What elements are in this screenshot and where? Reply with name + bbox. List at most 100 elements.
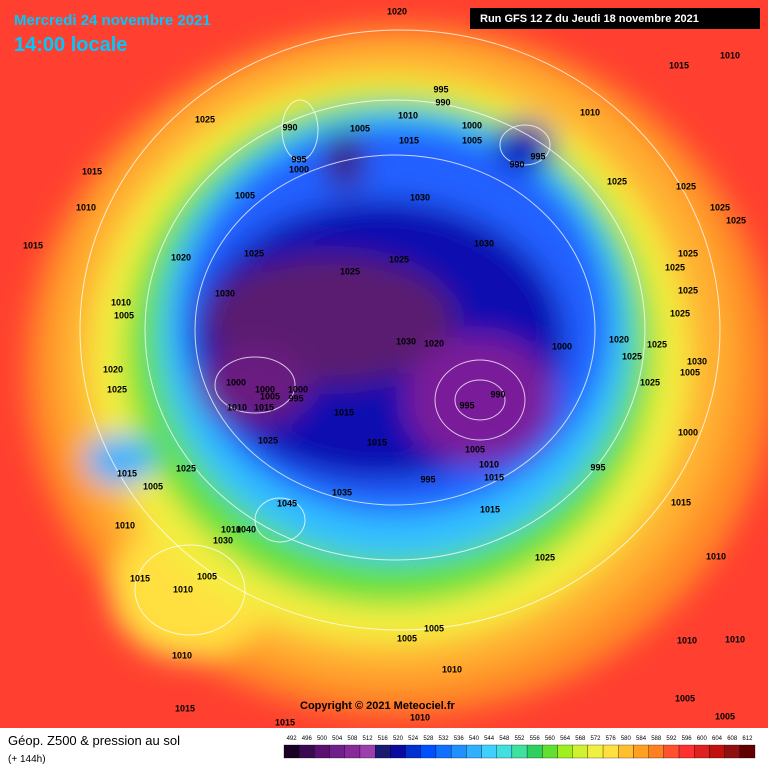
colorbar-swatch xyxy=(420,744,437,759)
isobar-label: 1010 xyxy=(720,50,740,60)
colorbar-label: 596 xyxy=(682,736,693,742)
isobar-label: 1025 xyxy=(710,202,730,212)
isobar-label: 1010 xyxy=(111,297,131,307)
colorbar-swatch xyxy=(709,744,725,759)
isobar-label: 1010 xyxy=(398,110,418,120)
colorbar-swatch xyxy=(344,744,361,759)
footer-lead: (+ 144h) xyxy=(8,754,46,765)
colorbar-label: 492 xyxy=(287,736,298,742)
isobar-label: 1000 xyxy=(552,341,572,351)
isobar-label: 1020 xyxy=(387,6,407,16)
isobar-label: 1025 xyxy=(195,114,215,124)
date: Mercredi 24 novembre 2021 xyxy=(14,12,211,29)
isobar-label: 995 xyxy=(530,151,545,161)
colorbar-swatch xyxy=(466,744,482,759)
isobar-label: 1025 xyxy=(678,248,698,258)
isobar-label: 1015 xyxy=(82,166,102,176)
colorbar-label: 592 xyxy=(666,736,677,742)
colorbar-label: 572 xyxy=(590,736,601,742)
colorbar-label: 524 xyxy=(408,736,419,742)
isobar-label: 1000 xyxy=(289,164,309,174)
isobar-label: 1010 xyxy=(410,712,430,722)
isobar-label: 1015 xyxy=(669,60,689,70)
isobar-label: 1015 xyxy=(399,135,419,145)
colorbar-swatch xyxy=(314,744,330,759)
isobar-label: 995 xyxy=(291,154,306,164)
isobar-label: 1015 xyxy=(480,504,500,514)
colorbar-label: 612 xyxy=(742,736,753,742)
isobar-label: 1025 xyxy=(640,377,660,387)
colorbar-swatch xyxy=(511,744,528,759)
isobar-label: 1020 xyxy=(103,364,123,374)
isobar-label: 1005 xyxy=(462,135,482,145)
isobar-label: 1005 xyxy=(197,571,217,581)
colorbar-label: 548 xyxy=(499,736,510,742)
colorbar-swatch xyxy=(299,744,315,759)
isobar-label: 1010 xyxy=(725,634,745,644)
colorbar-swatch xyxy=(572,744,589,759)
colorbar-swatch xyxy=(435,744,452,759)
isobar-label: 1015 xyxy=(484,472,504,482)
colorbar-label: 508 xyxy=(347,736,358,742)
isobar-label: 1035 xyxy=(332,487,352,497)
isobar-label: 1025 xyxy=(678,285,698,295)
colorbar-label: 536 xyxy=(454,736,465,742)
colorbar-label: 588 xyxy=(651,736,662,742)
isobar-label: 1010 xyxy=(172,650,192,660)
colorbar-label: 512 xyxy=(363,736,374,742)
colorbar-swatch xyxy=(283,744,300,759)
colorbar-swatch xyxy=(526,744,543,759)
run-box xyxy=(470,8,760,29)
isobar-label: 995 xyxy=(288,393,303,403)
isobar-label: 1015 xyxy=(367,437,387,447)
isobar-label: 1025 xyxy=(622,351,642,361)
colorbar-swatch xyxy=(359,744,376,759)
colorbar-label: 576 xyxy=(606,736,617,742)
isobar-label: 995 xyxy=(590,462,605,472)
colorbar-label: 608 xyxy=(727,736,738,742)
time: 14:00 locale xyxy=(14,34,127,56)
colorbar-label: 564 xyxy=(560,736,571,742)
isobar-label: 1025 xyxy=(647,339,667,349)
colorbar-swatch xyxy=(633,744,649,759)
isobar-label: 1030 xyxy=(410,192,430,202)
isobar-label: 990 xyxy=(490,389,505,399)
isobar-label: 1000 xyxy=(288,384,308,394)
colorbar-label: 580 xyxy=(621,736,632,742)
colorbar-label: 500 xyxy=(317,736,328,742)
isobar-label: 1025 xyxy=(244,248,264,258)
colorbar-swatch xyxy=(450,744,467,759)
colorbar-swatch xyxy=(405,744,421,759)
isobar-label: 1015 xyxy=(130,573,150,583)
isobar-label: 1005 xyxy=(715,711,735,721)
colorbar-swatch xyxy=(496,744,513,759)
isobar-label: 1025 xyxy=(340,266,360,276)
run-info: Run GFS 12 Z du Jeudi 18 novembre 2021 xyxy=(480,13,699,25)
colorbar-swatch xyxy=(481,744,497,759)
colorbar-label: 560 xyxy=(545,736,556,742)
colorbar-swatch xyxy=(375,744,391,759)
isobar-label: 1015 xyxy=(254,402,274,412)
colorbar: 492 496 500 504 508 512 516 520 524 528 532 536 540 5… xyxy=(283,736,756,759)
isobar-label: 1010 xyxy=(479,459,499,469)
colorbar-swatch xyxy=(587,744,604,759)
colorbar-label: 604 xyxy=(712,736,723,742)
colorbar-swatch xyxy=(663,744,680,759)
colorbar-swatch xyxy=(602,744,619,759)
isobar-label: 1005 xyxy=(350,123,370,133)
isobar-label: 1030 xyxy=(474,238,494,248)
isobar-label: 1010 xyxy=(706,551,726,561)
isobar-label: 1005 xyxy=(235,190,255,200)
isobar-label: 1005 xyxy=(143,481,163,491)
isobar-label: 1045 xyxy=(277,498,297,508)
isobars xyxy=(79,29,721,636)
isobar-label: 1025 xyxy=(607,176,627,186)
isobar-label: 1025 xyxy=(670,308,690,318)
isobar-label: 995 xyxy=(420,474,435,484)
colorbar-swatch xyxy=(557,744,573,759)
isobar-label: 1020 xyxy=(171,252,191,262)
isobar-label: 1000 xyxy=(255,384,275,394)
